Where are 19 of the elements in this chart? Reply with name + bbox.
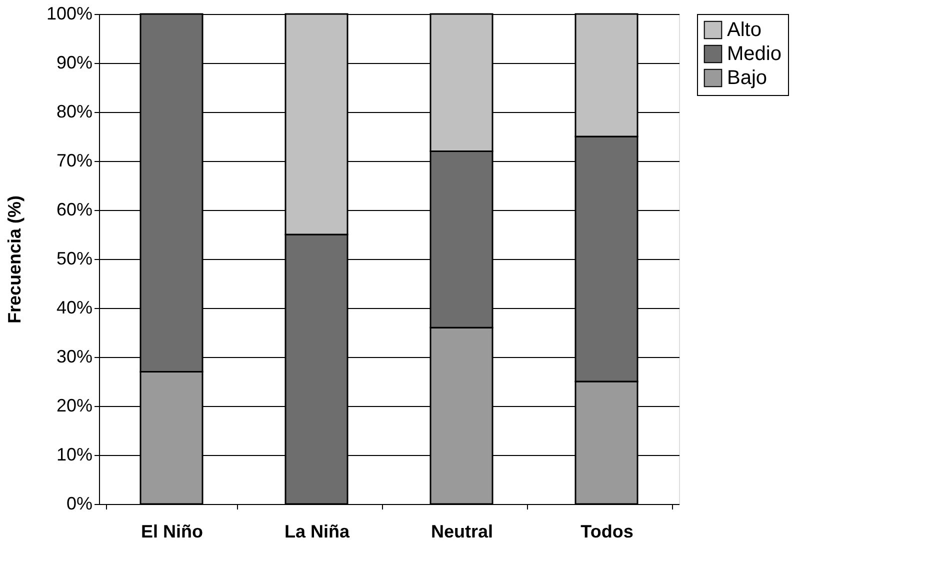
x-tick-label: El Niño bbox=[141, 522, 204, 542]
legend-label: Alto bbox=[727, 19, 762, 41]
y-tick-label: 10% bbox=[56, 444, 92, 464]
y-tick-label: 100% bbox=[46, 4, 92, 24]
legend-label: Medio bbox=[727, 43, 782, 65]
y-tick-label: 0% bbox=[66, 494, 92, 514]
y-axis-title: Frecuencia (%) bbox=[4, 195, 24, 324]
y-tick-label: 60% bbox=[56, 200, 92, 220]
y-tick-label: 70% bbox=[56, 150, 92, 170]
y-tick-label: 40% bbox=[56, 298, 92, 318]
legend-label: Bajo bbox=[727, 67, 768, 89]
x-tick-label: Neutral bbox=[430, 522, 494, 542]
y-tick-label: 30% bbox=[56, 346, 92, 366]
y-tick-label: 90% bbox=[56, 52, 92, 72]
x-tick-label: Todos bbox=[580, 522, 634, 542]
x-tick-label: La Niña bbox=[284, 522, 350, 542]
y-tick-label: 80% bbox=[56, 102, 92, 122]
y-tick-label: 50% bbox=[56, 248, 92, 268]
y-tick-label: 20% bbox=[56, 396, 92, 416]
